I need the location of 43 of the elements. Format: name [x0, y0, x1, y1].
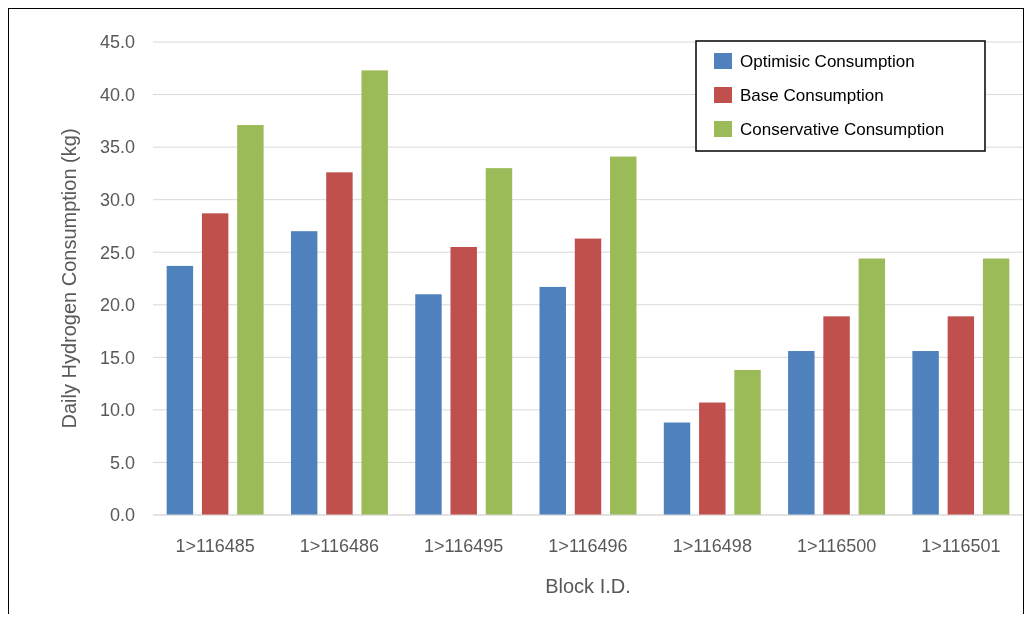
legend-label: Optimisic Consumption: [740, 51, 915, 71]
x-tick-label: 1>116501: [921, 536, 1001, 556]
x-tick-label: 1>116500: [796, 536, 877, 556]
y-tick-label: 25.0: [99, 242, 135, 263]
bar: [539, 286, 566, 515]
bar: [415, 294, 442, 515]
bar: [663, 422, 691, 515]
y-tick-label: 5.0: [109, 452, 135, 473]
bar: [290, 231, 318, 515]
bar: [450, 246, 477, 515]
y-tick-label: 45.0: [99, 32, 135, 53]
bar: [361, 70, 388, 515]
bar: [982, 258, 1010, 515]
bar: [485, 168, 513, 515]
bar: [947, 316, 975, 515]
bar: [858, 258, 886, 515]
y-tick-label: 20.0: [99, 295, 135, 316]
y-tick-label: 10.0: [99, 400, 135, 421]
y-tick-label: 15.0: [99, 347, 135, 368]
y-axis-title: Daily Hydrogen Consumption (kg): [58, 128, 80, 429]
y-tick-label: 40.0: [99, 84, 135, 105]
bar: [610, 156, 637, 515]
bar: [574, 238, 602, 515]
legend-label: Base Consumption: [740, 85, 884, 105]
bar: [326, 172, 353, 515]
x-tick-label: 1>116498: [672, 536, 752, 556]
y-tick-label: 35.0: [99, 137, 135, 158]
x-axis-title: Block I.D.: [545, 575, 631, 597]
bar: [734, 369, 761, 515]
y-tick-label: 30.0: [99, 189, 135, 210]
x-tick-label: 1>116485: [175, 536, 255, 556]
x-tick-label: 1>116496: [548, 536, 628, 556]
bar: [699, 402, 726, 515]
bar: [166, 265, 194, 515]
bar: [237, 125, 264, 515]
x-tick-label: 1>116486: [299, 536, 380, 556]
bar: [823, 316, 850, 515]
bar: [912, 351, 939, 515]
bar: [788, 351, 815, 515]
bar: [201, 213, 229, 515]
y-tick-label: 0.0: [109, 505, 135, 526]
x-tick-label: 1>116495: [424, 536, 504, 556]
legend-label: Conservative Consumption: [740, 119, 945, 139]
